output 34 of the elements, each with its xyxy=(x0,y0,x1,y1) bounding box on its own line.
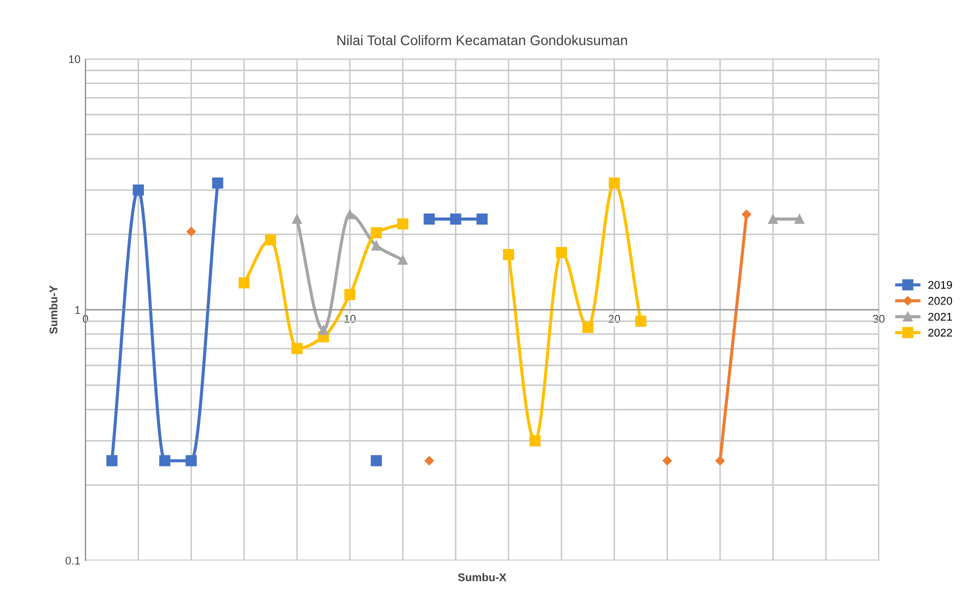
point xyxy=(794,214,804,224)
point xyxy=(742,210,752,220)
point xyxy=(424,456,434,466)
chart-title: Nilai Total Coliform Kecamatan Gondokusuman xyxy=(337,35,627,46)
point xyxy=(556,247,567,258)
point xyxy=(715,456,725,466)
point xyxy=(345,210,355,220)
legend-label: 2021 xyxy=(928,312,952,321)
point xyxy=(635,316,646,327)
point xyxy=(450,213,462,225)
point xyxy=(662,456,672,466)
point xyxy=(292,214,302,224)
point xyxy=(106,455,118,466)
point xyxy=(502,249,514,260)
x-axis-title: Sumbu-X xyxy=(458,573,506,582)
legend-label: 2022 xyxy=(928,328,952,337)
point xyxy=(132,184,144,196)
point xyxy=(608,178,620,189)
y-axis-title: Sumbu-Y xyxy=(49,286,58,334)
point xyxy=(529,435,541,446)
point xyxy=(768,214,778,224)
point xyxy=(186,455,197,466)
y-tick-label: 1 xyxy=(75,306,80,314)
legend-label: 2020 xyxy=(928,296,952,305)
point xyxy=(186,226,196,236)
y-tick-label: 0.1 xyxy=(66,556,80,565)
point xyxy=(424,213,435,225)
point xyxy=(582,322,594,334)
point xyxy=(212,178,224,189)
legend-label: 2019 xyxy=(928,280,952,289)
point xyxy=(370,455,382,466)
point xyxy=(159,455,170,466)
point xyxy=(476,213,488,225)
y-tick-label: 10 xyxy=(69,55,80,64)
